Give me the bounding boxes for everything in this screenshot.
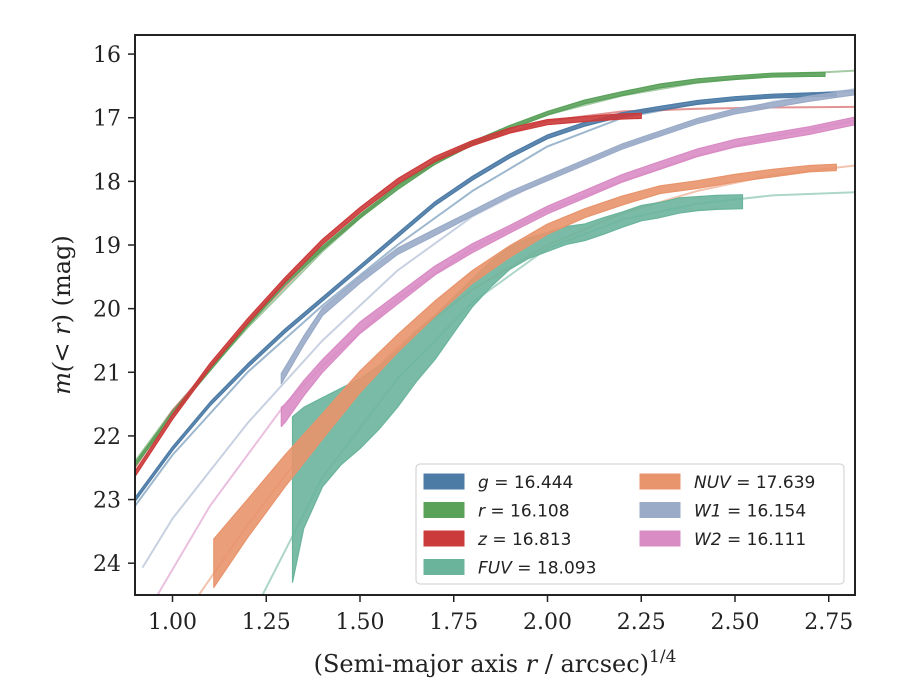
legend-label-fuv: FUV = 18.093 [478, 559, 596, 579]
legend-swatch-r [423, 502, 465, 518]
y-axis-label-var: < r [48, 322, 76, 363]
legend-swatch-z [423, 530, 465, 547]
x-tick-label: 2.25 [617, 610, 666, 635]
legend-label-g: g = 16.444 [478, 473, 573, 493]
x-axis-ticks: 1.00 1.25 1.50 1.75 2.00 2.25 2.50 2.75 [148, 595, 853, 635]
legend-label-w2: W2 = 16.111 [694, 530, 806, 550]
legend-swatch-w2 [639, 530, 681, 547]
data-band-r [135, 71, 826, 468]
legend-swatch-nuv [639, 473, 681, 490]
y-tick-label: 16 [93, 43, 121, 68]
x-tick-label: 1.00 [148, 610, 197, 635]
x-tick-label: 2.75 [804, 610, 853, 635]
data-bands [135, 71, 855, 589]
y-tick-label: 21 [93, 361, 121, 386]
x-tick-label: 1.25 [242, 610, 291, 635]
y-tick-label: 23 [93, 489, 121, 514]
legend-box [415, 463, 845, 585]
x-tick-label: 1.50 [336, 610, 385, 635]
y-tick-label: 22 [93, 425, 121, 450]
data-band-z [135, 112, 642, 478]
plot-frame [134, 34, 856, 596]
legend-swatch-fuv [423, 559, 465, 575]
y-axis-ticks: 16 17 18 19 20 21 22 23 24 [93, 43, 135, 577]
x-axis-label-mid: / arcsec) [537, 650, 649, 678]
legend-swatch-g [423, 473, 465, 490]
data-band-w2 [280, 116, 855, 427]
legend-label-w1: W1 = 16.154 [694, 502, 806, 522]
legend-label-nuv: NUV = 17.639 [694, 473, 815, 493]
y-tick-label: 18 [93, 170, 121, 195]
y-tick-label: 20 [93, 298, 121, 323]
legend: g = 16.444 r = 16.108 z = 16.813 FUV = 18.0… [415, 463, 845, 585]
y-tick-label: 17 [93, 107, 121, 132]
y-axis-label-m: m( [48, 362, 76, 395]
x-axis-label-var: r [526, 650, 539, 678]
x-axis-label: (Semi-major axis r / arcsec)1/4 [314, 647, 677, 678]
legend-swatch-w1 [639, 502, 681, 518]
x-axis-label-exponent: 1/4 [649, 647, 676, 667]
data-band-nuv [213, 163, 837, 589]
x-tick-label: 1.75 [429, 610, 478, 635]
x-tick-label: 2.50 [711, 610, 760, 635]
legend-label-z: z = 16.813 [477, 530, 571, 550]
data-band-w1 [280, 89, 855, 385]
legend-label-r: r = 16.108 [478, 502, 570, 522]
y-tick-label: 24 [93, 552, 121, 577]
y-axis-label: m(< r) (mag) [48, 235, 76, 395]
y-tick-label: 19 [93, 234, 121, 259]
x-tick-label: 2.00 [523, 610, 572, 635]
x-axis-label-prefix: (Semi-major axis [314, 650, 526, 678]
y-axis-label-unit: ) (mag) [48, 235, 76, 323]
